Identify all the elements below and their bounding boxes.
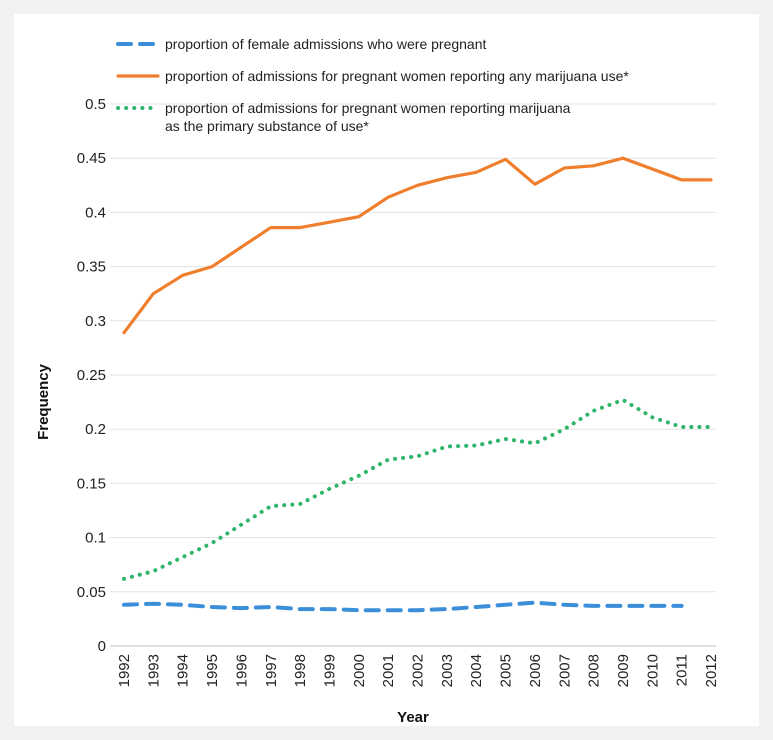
y-tick-label: 0.2 [85, 421, 106, 438]
y-tick-label: 0.45 [77, 150, 106, 167]
series-line-3 [122, 397, 713, 581]
x-tick-label: 2001 [380, 654, 397, 687]
legend-label: as the primary substance of use* [165, 118, 369, 134]
x-tick-label: 1993 [145, 654, 162, 687]
line-chart: 0 0.05 0.1 0.15 0.2 0.25 0.3 0.35 0.4 0.45 0.5 199… [35, 36, 720, 726]
legend-label: proportion of admissions for pregnant wo… [165, 100, 571, 116]
x-tick-label: 2004 [468, 654, 485, 687]
x-tick-label: 1992 [116, 654, 133, 687]
x-tick-label: 2000 [351, 654, 368, 687]
y-tick-label: 0 [98, 638, 106, 655]
y-tick-labels: 0 0.05 0.1 0.15 0.2 0.25 0.3 0.35 0.4 0.45 0.5 [77, 96, 106, 655]
x-tick-label: 1994 [175, 654, 192, 687]
x-tick-label: 2006 [527, 654, 544, 687]
y-tick-label: 0.35 [77, 259, 106, 276]
series-lines [122, 156, 713, 613]
legend-label: proportion of admissions for pregnant wo… [165, 68, 629, 84]
y-tick-label: 0.3 [85, 313, 106, 330]
x-tick-label: 2009 [615, 654, 632, 687]
y-tick-label: 0.05 [77, 584, 106, 601]
x-tick-label: 1996 [233, 654, 250, 687]
x-tick-label: 2007 [556, 654, 573, 687]
legend: proportion of female admissions who were… [116, 36, 629, 134]
y-tick-label: 0.25 [77, 367, 106, 384]
x-tick-label: 2011 [674, 654, 691, 686]
y-axis-title: Frequency [35, 363, 52, 440]
x-tick-label: 1997 [263, 654, 280, 687]
x-tick-label: 1999 [321, 654, 338, 687]
x-tick-label: 2010 [644, 654, 661, 687]
x-tick-label: 2003 [439, 654, 456, 687]
y-tick-label: 0.1 [85, 530, 106, 547]
x-tick-label: 2005 [498, 654, 515, 687]
x-tick-label: 1998 [292, 654, 309, 687]
gridlines [110, 103, 716, 647]
x-tick-label: 1995 [204, 654, 221, 687]
y-tick-label: 0.5 [85, 96, 106, 113]
y-tick-label: 0.4 [85, 204, 106, 221]
y-tick-label: 0.15 [77, 475, 106, 492]
x-tick-label: 2002 [410, 654, 427, 687]
chart-card: 0 0.05 0.1 0.15 0.2 0.25 0.3 0.35 0.4 0.45 0.5 199… [14, 14, 759, 726]
x-tick-label: 2012 [703, 654, 720, 687]
x-axis-title: Year [397, 709, 429, 726]
x-tick-label: 2008 [586, 654, 603, 687]
x-tick-labels: 1992 1993 1994 1995 1996 1997 1998 1999 2000 2001… [116, 654, 720, 687]
series-line-2 [122, 156, 713, 335]
series-line-1 [122, 600, 684, 613]
legend-label: proportion of female admissions who were… [165, 36, 487, 52]
